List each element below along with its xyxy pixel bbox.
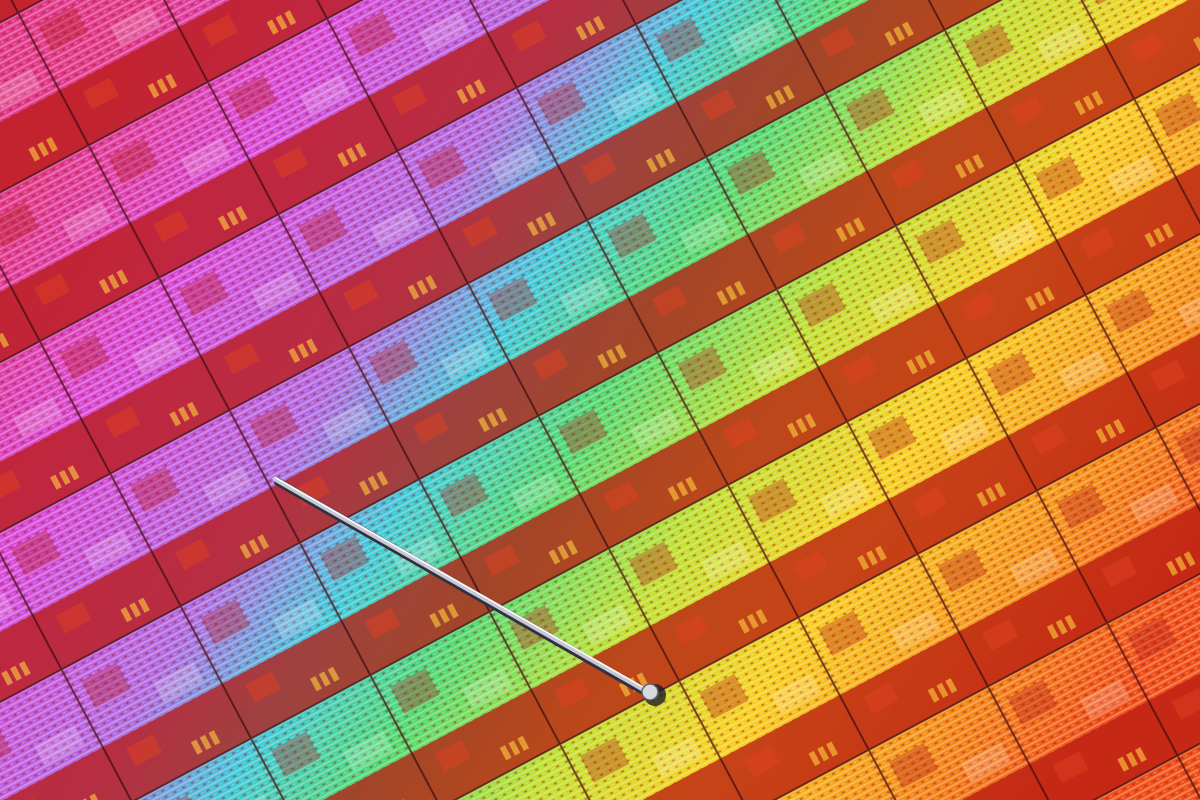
pin-highlight — [275, 477, 649, 691]
pin — [272, 476, 651, 695]
pin-head — [641, 683, 659, 701]
